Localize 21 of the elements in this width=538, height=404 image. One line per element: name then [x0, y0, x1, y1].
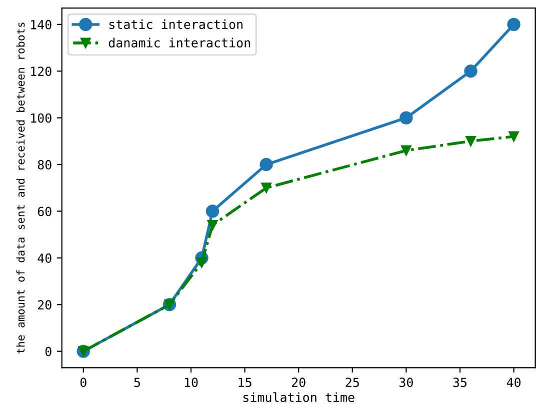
y-tick-label: 100 [31, 113, 52, 123]
x-tick-label: 35 [453, 378, 467, 388]
y-tick-label: 120 [31, 66, 52, 76]
legend-label: danamic interaction [108, 38, 250, 48]
x-tick-label: 10 [184, 378, 198, 388]
y-tick-label: 0 [45, 346, 52, 356]
y-tick-label: 140 [31, 20, 52, 30]
x-tick-label: 40 [506, 378, 521, 388]
x-tick-label: 5 [134, 378, 140, 388]
x-tick-label: 0 [80, 378, 86, 388]
x-tick-label: 30 [400, 378, 413, 388]
x-tick-label: 20 [292, 378, 306, 388]
y-tick-label: 60 [38, 206, 52, 216]
legend-label: static interaction [109, 19, 242, 30]
x-tick-label: 25 [346, 378, 359, 388]
y-tick-label: 80 [38, 160, 52, 170]
x-tick-label: 15 [238, 378, 252, 388]
y-tick-label: 40 [38, 253, 52, 263]
x-axis-title: simulation time [243, 392, 354, 402]
y-axis-title: the amount of data sent and received between robots [16, 22, 25, 354]
y-tick-label: 20 [38, 300, 52, 310]
